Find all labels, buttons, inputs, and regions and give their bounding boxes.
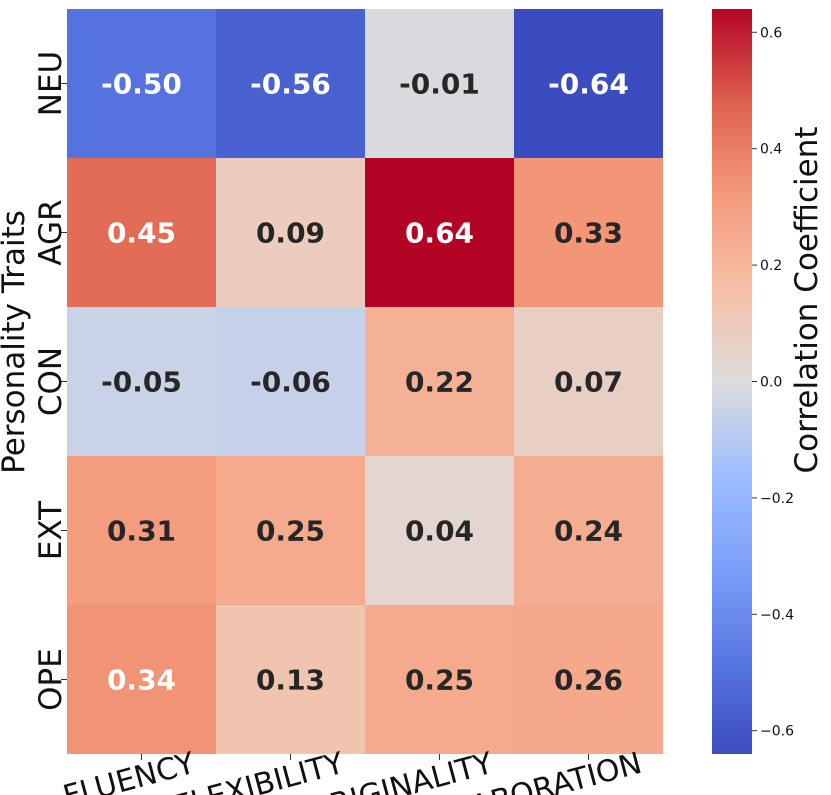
heatmap-cell	[67, 456, 216, 605]
heatmap-cell	[216, 307, 365, 456]
cell-value-label: 0.31	[107, 515, 176, 548]
cell-value-label: 0.24	[554, 515, 623, 548]
heatmap-cell	[67, 9, 216, 158]
heatmap-cell	[67, 307, 216, 456]
y-axis-label: Personality Traits	[0, 210, 32, 474]
cell-value-label: 0.13	[256, 664, 325, 697]
y-tick-label: NEU	[33, 51, 69, 116]
heatmap-cell	[514, 9, 663, 158]
colorbar-tick-label: −0.4	[760, 607, 794, 623]
heatmap-cell	[216, 456, 365, 605]
cell-value-label: 0.25	[256, 515, 325, 548]
y-tick-label: CON	[33, 347, 69, 416]
cell-value-label: 0.26	[554, 664, 623, 697]
colorbar-tick-label: 0.2	[760, 258, 782, 274]
cell-value-label: 0.34	[107, 664, 176, 697]
y-tick-label: OPE	[33, 648, 69, 711]
cell-value-label: -0.64	[548, 68, 629, 101]
cell-value-label: -0.56	[250, 68, 331, 101]
heatmap-cell	[67, 605, 216, 754]
colorbar-tick-label: 0.6	[760, 25, 782, 41]
colorbar	[712, 9, 752, 754]
heatmap-cell	[67, 158, 216, 307]
heatmap-cell	[514, 456, 663, 605]
heatmap-cell	[365, 158, 514, 307]
cell-value-label: -0.50	[101, 68, 182, 101]
colorbar-tick-label: 0.0	[760, 375, 782, 391]
cell-value-label: -0.06	[250, 366, 331, 399]
cell-value-label: 0.64	[405, 217, 474, 250]
heatmap-cell	[514, 307, 663, 456]
cell-value-label: -0.01	[399, 68, 480, 101]
heatmap-cell	[365, 307, 514, 456]
cell-value-label: 0.22	[405, 366, 474, 399]
heatmap-cell	[365, 456, 514, 605]
heatmap-cell	[514, 158, 663, 307]
cell-value-label: 0.25	[405, 664, 474, 697]
y-tick-label: EXT	[33, 500, 69, 560]
cell-value-label: 0.45	[107, 217, 176, 250]
cell-value-label: 0.07	[554, 366, 623, 399]
colorbar-tick-label: −0.2	[760, 491, 794, 507]
colorbar-tick-label: −0.6	[760, 724, 794, 740]
cell-value-label: 0.09	[256, 217, 325, 250]
heatmap-cell	[365, 605, 514, 754]
cell-value-label: 0.33	[554, 217, 623, 250]
heatmap-cell	[216, 158, 365, 307]
colorbar-tick-label: 0.4	[760, 142, 782, 158]
heatmap-cell	[365, 9, 514, 158]
cell-value-label: 0.04	[405, 515, 474, 548]
colorbar-label: Correlation Coefficient	[789, 127, 825, 474]
heatmap-cell	[216, 9, 365, 158]
heatmap-cell	[514, 605, 663, 754]
cell-value-label: -0.05	[101, 366, 182, 399]
heatmap-cell	[216, 605, 365, 754]
y-tick-label: AGR	[33, 199, 69, 265]
